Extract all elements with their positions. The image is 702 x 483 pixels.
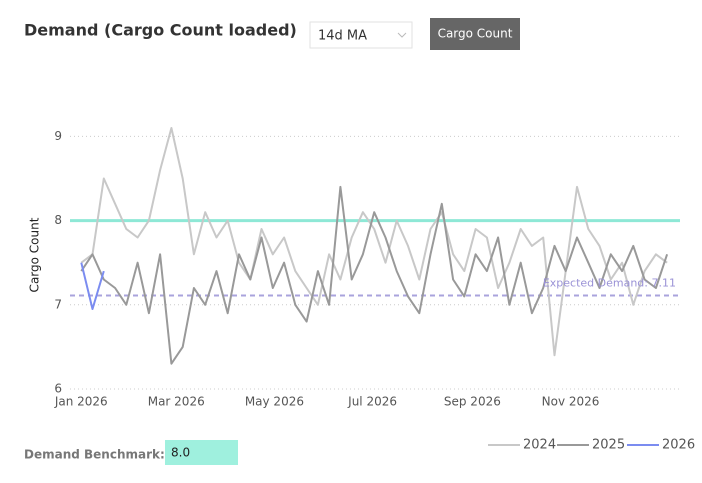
series-line <box>80 185 669 365</box>
ma-dropdown[interactable] <box>309 21 413 49</box>
ma-dropdown-text: 14d MA <box>318 29 367 44</box>
x-tick-label: Mar 2026 <box>148 395 205 409</box>
legend-label: 2024 <box>523 438 556 453</box>
x-tick-label: Nov 2026 <box>542 395 600 409</box>
y-axis-label: Cargo Count <box>28 217 42 292</box>
metric-button[interactable] <box>430 18 520 50</box>
benchmark-label: Demand Benchmark: <box>24 448 165 462</box>
y-tick-label: 8 <box>54 213 62 227</box>
x-tick-label: Jan 2026 <box>54 395 108 409</box>
series-line <box>80 127 668 357</box>
metric-button-text: Cargo Count <box>438 27 513 41</box>
legend-label: 2025 <box>592 438 625 453</box>
y-tick-label: 7 <box>54 297 62 311</box>
dropdown-chevron <box>397 32 407 38</box>
x-tick-label: Jul 2026 <box>347 395 397 409</box>
y-tick-label: 9 <box>54 129 62 143</box>
reference-label: Expected Demand: 7.11 <box>543 277 676 290</box>
x-tick-label: May 2026 <box>245 395 304 409</box>
benchmark-input-text: 8.0 <box>171 446 190 460</box>
benchmark-input[interactable] <box>165 440 238 465</box>
series-line <box>80 262 105 310</box>
x-tick-label: Sep 2026 <box>444 395 501 409</box>
legend-label: 2026 <box>662 438 695 453</box>
chart-title: Demand (Cargo Count loaded) <box>24 21 297 40</box>
y-tick-label: 6 <box>54 382 62 396</box>
